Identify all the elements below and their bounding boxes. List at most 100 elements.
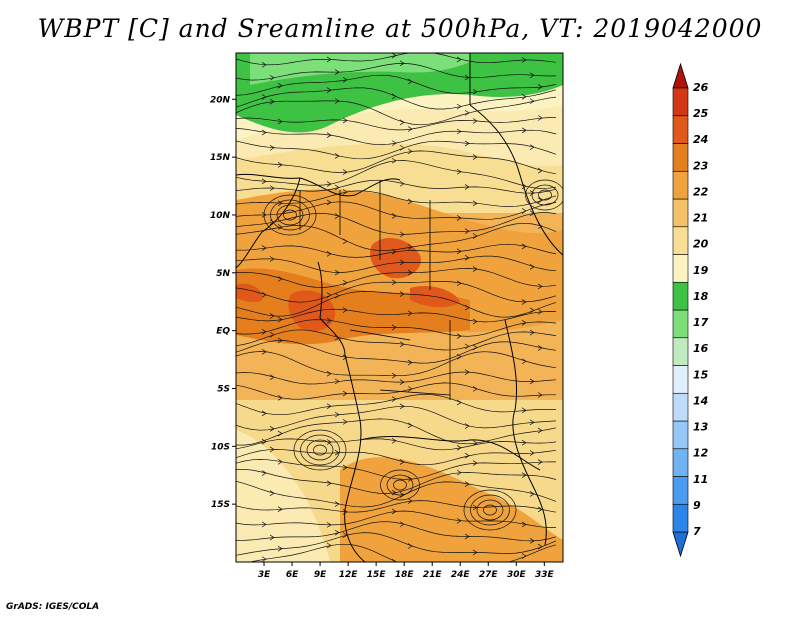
streamline-arrow — [342, 307, 348, 313]
streamline — [236, 308, 557, 323]
streamline-eddy — [313, 444, 327, 456]
streamline-arrow — [407, 386, 413, 392]
streamline-arrow — [537, 308, 543, 315]
colorbar-swatch — [672, 281, 689, 311]
streamline-arrow — [334, 69, 340, 75]
streamline — [236, 329, 557, 351]
streamline-arrow — [326, 132, 332, 139]
streamline-arrow — [399, 119, 405, 126]
streamline-arrow — [277, 200, 283, 206]
streamline-arrow — [472, 118, 478, 124]
streamline-arrow — [334, 98, 340, 104]
streamline — [236, 74, 557, 96]
streamline — [236, 532, 557, 556]
streamline — [236, 190, 557, 207]
streamline-arrow — [342, 77, 348, 83]
streamline-arrow — [529, 419, 535, 426]
streamline-arrow — [472, 88, 478, 95]
streamline-arrow — [261, 129, 267, 136]
streamline-arrow — [326, 292, 332, 298]
streamline-arrow — [464, 533, 470, 540]
streamline-arrow — [399, 521, 405, 528]
streamline-arrow — [456, 280, 462, 287]
lat-label: 15S — [211, 500, 230, 510]
streamline-eddy — [270, 199, 310, 231]
streamline — [236, 521, 557, 542]
colorbar-swatch — [672, 337, 689, 366]
streamline-arrow — [326, 522, 332, 528]
colorbar-label: 16 — [693, 342, 709, 355]
streamline-eddy — [386, 474, 414, 496]
streamline-arrow — [399, 459, 405, 465]
streamline-arrow — [342, 532, 348, 538]
streamline-arrow — [326, 403, 332, 410]
streamline-arrow — [269, 219, 275, 225]
streamline-arrow — [529, 329, 535, 336]
streamline-arrow — [456, 56, 462, 63]
field-hot-spot-coast — [236, 283, 263, 303]
streamline-arrow — [521, 94, 527, 100]
streamline-arrow — [277, 162, 283, 168]
colorbar-swatch — [672, 448, 689, 477]
streamline-arrow — [472, 344, 478, 351]
streamline-arrow — [269, 256, 275, 262]
streamline-arrow — [472, 460, 478, 466]
streamline-arrow — [464, 140, 470, 147]
streamline-arrow — [269, 185, 275, 191]
streamline-arrow — [521, 320, 527, 326]
streamline — [236, 179, 557, 194]
colorbar-label: 14 — [693, 394, 708, 407]
streamline-arrow — [407, 126, 413, 132]
streamline-arrow — [407, 476, 413, 482]
streamline — [236, 255, 557, 273]
streamline-arrow — [472, 266, 478, 272]
colorbar-label: 24 — [693, 133, 708, 146]
streamline-arrow — [521, 439, 527, 446]
lon-label: 18E — [395, 570, 415, 580]
streamline-arrow — [261, 410, 267, 417]
streamline-arrow — [529, 98, 535, 104]
field-hot-spot-north — [370, 237, 421, 279]
streamline-arrow — [456, 333, 462, 339]
streamline-arrow — [407, 543, 413, 549]
streamline — [236, 63, 557, 81]
streamline-arrow — [521, 243, 527, 250]
streamline-arrow — [537, 283, 543, 290]
streamline — [236, 459, 557, 480]
colorbar-label: 18 — [693, 290, 709, 303]
streamline-arrow — [334, 378, 340, 385]
streamline-arrow — [521, 208, 527, 214]
streamline-arrow — [537, 167, 543, 174]
streamline — [236, 150, 557, 175]
streamline-arrow — [472, 504, 478, 511]
streamline-arrow — [472, 386, 478, 392]
streamline — [236, 500, 557, 513]
streamline-arrow — [399, 259, 405, 266]
streamline-arrow — [537, 115, 543, 121]
streamline-arrow — [399, 180, 405, 187]
colorbar-swatch — [672, 365, 689, 394]
streamline — [236, 371, 557, 385]
colorbar-label: 13 — [693, 421, 709, 434]
streamline-arrow — [342, 169, 348, 175]
streamline-arrow — [326, 439, 332, 445]
lon-label: 30E — [507, 570, 527, 580]
longitude-labels: 3E 6E 9E 12E 15E 18E 21E 24E 27E 30E 33E — [258, 570, 555, 580]
colorbar-swatch — [672, 115, 689, 144]
streamline — [236, 291, 557, 318]
streamline — [236, 117, 556, 131]
lon-label: 3E — [258, 570, 271, 580]
lon-label: 24E — [451, 570, 471, 580]
streamline-arrow — [472, 318, 478, 325]
colorbar-label: 15 — [693, 368, 709, 381]
streamline-arrow — [472, 200, 478, 207]
streamline — [236, 222, 557, 251]
streamline-arrow — [269, 446, 275, 453]
streamline-arrow — [472, 549, 478, 556]
streamline-arrow — [521, 521, 527, 528]
streamline-eddy — [463, 489, 517, 531]
streamline-arrow — [391, 438, 397, 444]
streamline — [236, 449, 557, 466]
streamline-arrow — [391, 396, 397, 402]
streamline-arrow — [326, 317, 332, 324]
